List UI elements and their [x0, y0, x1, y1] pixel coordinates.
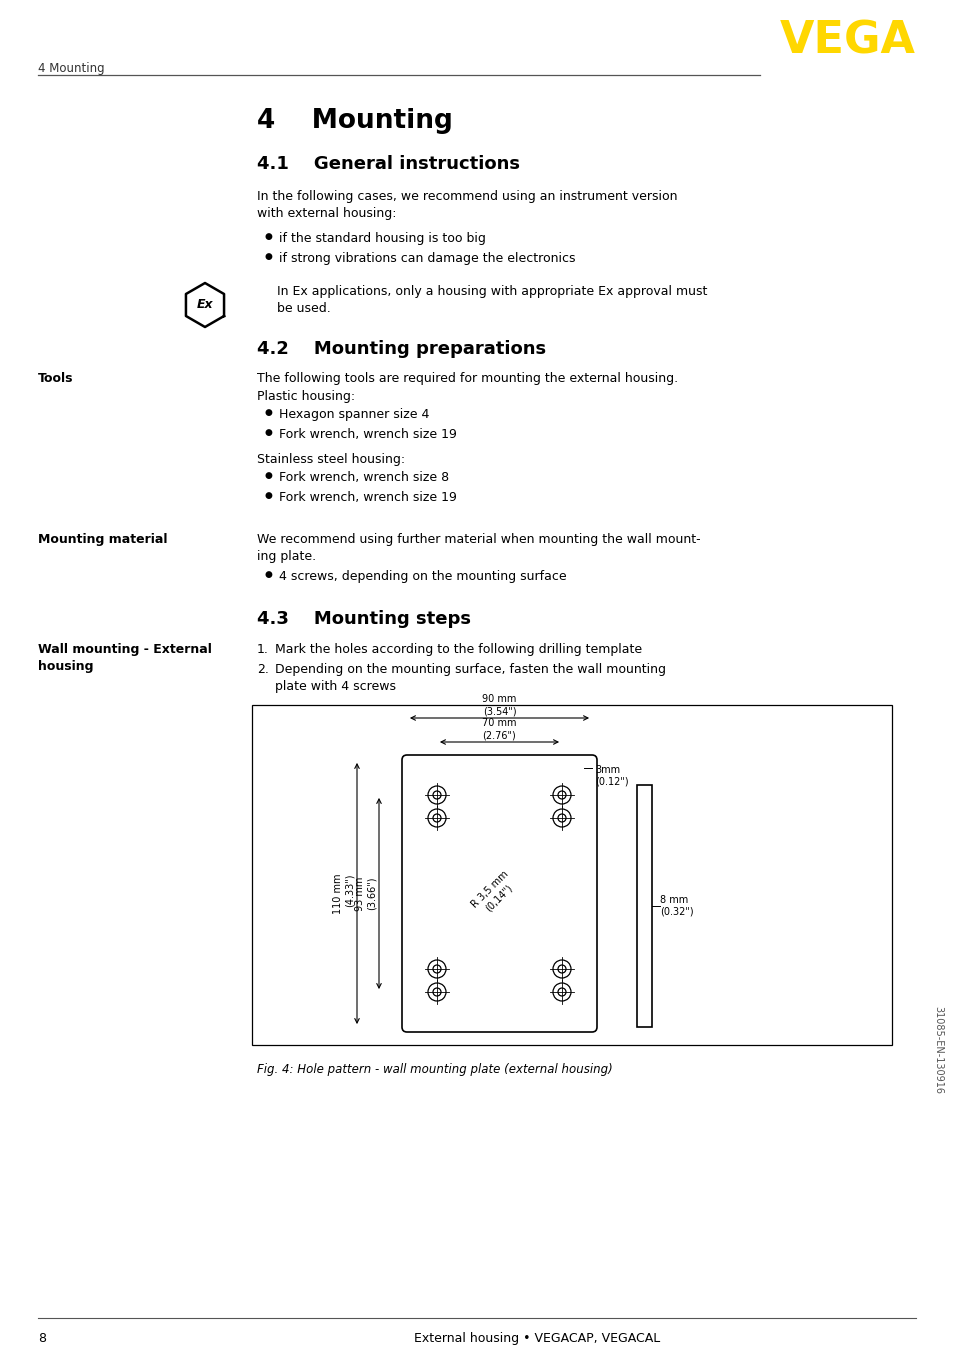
Circle shape [558, 791, 565, 799]
Text: 110 mm
(4.33"): 110 mm (4.33") [333, 873, 355, 914]
Circle shape [558, 965, 565, 974]
Text: R 3,5 mm
(0,14"): R 3,5 mm (0,14") [470, 869, 518, 918]
Circle shape [428, 808, 446, 827]
Text: ing plate.: ing plate. [256, 550, 315, 563]
Circle shape [428, 787, 446, 804]
Circle shape [558, 814, 565, 822]
Text: In Ex applications, only a housing with appropriate Ex approval must: In Ex applications, only a housing with … [276, 284, 706, 298]
Text: ●: ● [265, 471, 273, 481]
Text: 3mm
(0.12"): 3mm (0.12") [595, 765, 628, 787]
Text: ●: ● [265, 428, 273, 437]
Circle shape [433, 965, 440, 974]
Text: if strong vibrations can damage the electronics: if strong vibrations can damage the elec… [278, 252, 575, 265]
Bar [252, 705, 891, 1045]
Text: Fork wrench, wrench size 19: Fork wrench, wrench size 19 [278, 428, 456, 441]
Circle shape [558, 988, 565, 997]
Text: 93 mm
(3.66"): 93 mm (3.66") [355, 876, 376, 911]
Text: Plastic housing:: Plastic housing: [256, 390, 355, 403]
Text: 2.: 2. [256, 663, 269, 676]
Text: 90 mm
(3.54"): 90 mm (3.54") [482, 695, 517, 716]
Text: if the standard housing is too big: if the standard housing is too big [278, 232, 485, 245]
Text: External housing • VEGACAP, VEGACAL: External housing • VEGACAP, VEGACAL [414, 1332, 659, 1345]
Circle shape [553, 787, 571, 804]
Text: Depending on the mounting surface, fasten the wall mounting: Depending on the mounting surface, faste… [274, 663, 665, 676]
Text: housing: housing [38, 659, 93, 673]
Text: Hexagon spanner size 4: Hexagon spanner size 4 [278, 408, 429, 421]
Text: Stainless steel housing:: Stainless steel housing: [256, 454, 405, 466]
Text: 1.: 1. [256, 643, 269, 655]
Circle shape [428, 983, 446, 1001]
Text: 4 screws, depending on the mounting surface: 4 screws, depending on the mounting surf… [278, 570, 566, 584]
Text: ●: ● [265, 252, 273, 261]
Text: 4 Mounting: 4 Mounting [38, 62, 105, 74]
Text: ●: ● [265, 232, 273, 241]
Text: with external housing:: with external housing: [256, 207, 396, 219]
Text: Wall mounting - External: Wall mounting - External [38, 643, 212, 655]
Text: 8: 8 [38, 1332, 46, 1345]
Text: Ex: Ex [196, 298, 213, 311]
Text: ●: ● [265, 492, 273, 500]
Text: be used.: be used. [276, 302, 331, 315]
Text: Mark the holes according to the following drilling template: Mark the holes according to the followin… [274, 643, 641, 655]
Circle shape [553, 983, 571, 1001]
Text: 4.1    General instructions: 4.1 General instructions [256, 154, 519, 173]
Text: Fork wrench, wrench size 19: Fork wrench, wrench size 19 [278, 492, 456, 504]
Text: 4.3    Mounting steps: 4.3 Mounting steps [256, 611, 471, 628]
Circle shape [428, 960, 446, 978]
Circle shape [433, 814, 440, 822]
Text: In the following cases, we recommend using an instrument version: In the following cases, we recommend usi… [256, 190, 677, 203]
Circle shape [433, 988, 440, 997]
Text: ●: ● [265, 570, 273, 580]
Text: The following tools are required for mounting the external housing.: The following tools are required for mou… [256, 372, 678, 385]
Bar [637, 785, 651, 1026]
Text: VEGA: VEGA [780, 20, 915, 64]
Circle shape [553, 960, 571, 978]
Text: 70 mm
(2.76"): 70 mm (2.76") [482, 719, 517, 741]
FancyBboxPatch shape [401, 756, 597, 1032]
Text: Fork wrench, wrench size 8: Fork wrench, wrench size 8 [278, 471, 449, 483]
Text: 4    Mounting: 4 Mounting [256, 108, 453, 134]
Text: 8 mm
(0.32"): 8 mm (0.32") [659, 895, 693, 917]
Text: 31085-EN-130916: 31085-EN-130916 [932, 1006, 942, 1094]
Text: Mounting material: Mounting material [38, 533, 168, 546]
Text: We recommend using further material when mounting the wall mount-: We recommend using further material when… [256, 533, 700, 546]
Circle shape [433, 791, 440, 799]
Text: 4.2    Mounting preparations: 4.2 Mounting preparations [256, 340, 545, 357]
Circle shape [553, 808, 571, 827]
Text: Fig. 4: Hole pattern - wall mounting plate (external housing): Fig. 4: Hole pattern - wall mounting pla… [256, 1063, 612, 1076]
Text: plate with 4 screws: plate with 4 screws [274, 680, 395, 693]
Text: ●: ● [265, 408, 273, 417]
Text: Tools: Tools [38, 372, 73, 385]
